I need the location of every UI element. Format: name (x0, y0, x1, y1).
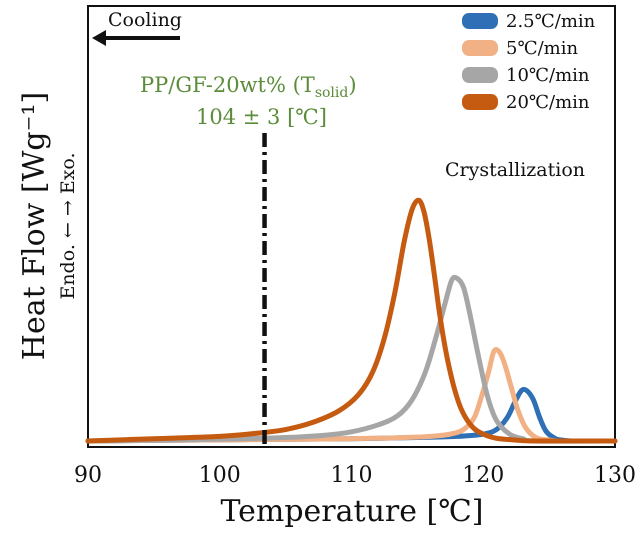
series-line-3 (85, 197, 618, 444)
legend-label-1: 5℃/min (506, 38, 578, 59)
legend-swatch-2 (462, 67, 498, 83)
legend-label-0: 2.5℃/min (506, 11, 596, 32)
x-axis-label: Temperature [℃] (220, 494, 483, 529)
crystallization-label: Crystallization (445, 159, 585, 181)
y-axis-label: Heat Flow [Wg⁻¹] (17, 92, 52, 360)
y-axis-sublabel: Endo. ← → Exo. (57, 152, 79, 299)
legend-swatch-1 (462, 40, 498, 56)
t-solid-label: PP/GF-20wt% (Tsolid) (140, 73, 357, 101)
series-line-2 (85, 274, 618, 444)
x-tick-labels: 90 100 110 120 130 (74, 463, 636, 488)
legend-label-3: 20℃/min (506, 92, 590, 113)
x-tick-label-130: 130 (594, 463, 636, 488)
legend: 2.5℃/min 5℃/min 10℃/min 20℃/min (462, 11, 596, 113)
legend-swatch-3 (462, 94, 498, 110)
x-tick-label-120: 120 (462, 463, 504, 488)
plot-frame (87, 5, 616, 448)
x-tick-label-110: 110 (331, 463, 373, 488)
x-tick-label-100: 100 (199, 463, 241, 488)
series-line-1 (85, 347, 618, 444)
series-group (85, 197, 618, 444)
cooling-label: Cooling (108, 9, 182, 31)
x-tick-label-90: 90 (74, 463, 102, 488)
cooling-arrow (92, 30, 180, 46)
legend-label-2: 10℃/min (506, 65, 590, 86)
t-solid-label-end: ) (348, 73, 356, 97)
legend-swatch-0 (462, 13, 498, 29)
t-solid-label-sub: solid (315, 85, 349, 101)
t-solid-label-main: PP/GF-20wt% (T (140, 73, 315, 97)
t-solid-value: 104 ± 3 [℃] (196, 105, 327, 129)
